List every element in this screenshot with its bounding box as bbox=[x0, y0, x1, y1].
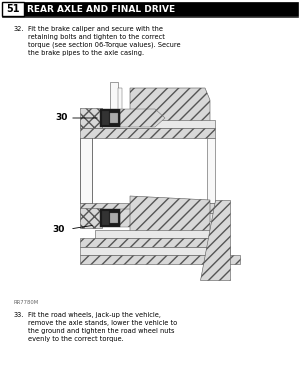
Bar bbox=[80, 203, 215, 213]
Text: 30: 30 bbox=[55, 113, 68, 123]
Bar bbox=[80, 108, 102, 128]
Bar bbox=[100, 209, 120, 227]
Bar bbox=[102, 211, 109, 225]
Bar bbox=[110, 82, 118, 112]
Text: 32.: 32. bbox=[14, 26, 25, 32]
Text: 33.: 33. bbox=[14, 312, 24, 318]
Text: Fit the brake caliper and secure with the
retaining bolts and tighten to the cor: Fit the brake caliper and secure with th… bbox=[28, 26, 181, 57]
Polygon shape bbox=[120, 209, 165, 227]
Bar bbox=[80, 208, 102, 228]
Polygon shape bbox=[200, 200, 230, 280]
Bar bbox=[24, 2, 298, 16]
Bar bbox=[100, 109, 120, 127]
Bar bbox=[80, 255, 240, 264]
Bar bbox=[110, 113, 118, 123]
Polygon shape bbox=[120, 109, 165, 127]
Bar bbox=[110, 213, 118, 223]
Polygon shape bbox=[130, 196, 210, 245]
Bar bbox=[80, 238, 215, 247]
Bar bbox=[80, 247, 230, 255]
Bar bbox=[95, 230, 215, 238]
Bar bbox=[80, 138, 92, 203]
Polygon shape bbox=[130, 88, 210, 126]
Text: 51: 51 bbox=[6, 5, 20, 14]
Text: RR7780M: RR7780M bbox=[14, 300, 39, 305]
Bar bbox=[2, 2, 24, 16]
Text: Fit the road wheels, jack-up the vehicle,
remove the axle stands, lower the vehi: Fit the road wheels, jack-up the vehicle… bbox=[28, 312, 177, 342]
Bar bbox=[80, 120, 215, 128]
Bar bbox=[80, 128, 215, 138]
Bar bbox=[207, 138, 215, 203]
Bar bbox=[102, 111, 109, 125]
Text: 30: 30 bbox=[52, 226, 64, 235]
Bar bbox=[80, 213, 215, 221]
Text: REAR AXLE AND FINAL DRIVE: REAR AXLE AND FINAL DRIVE bbox=[27, 5, 175, 14]
Bar bbox=[118, 88, 122, 112]
